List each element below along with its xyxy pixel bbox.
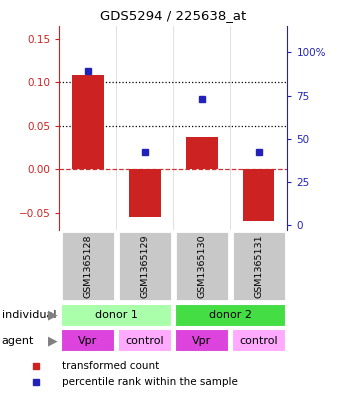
Text: ▶: ▶ xyxy=(48,309,57,322)
Text: percentile rank within the sample: percentile rank within the sample xyxy=(62,377,237,387)
Bar xyxy=(186,137,218,169)
Title: GDS5294 / 225638_at: GDS5294 / 225638_at xyxy=(100,9,246,22)
Bar xyxy=(118,231,172,301)
Bar xyxy=(232,329,286,353)
Text: agent: agent xyxy=(2,336,34,346)
Text: GSM1365129: GSM1365129 xyxy=(140,235,149,298)
Text: ▶: ▶ xyxy=(48,334,57,347)
Bar xyxy=(175,231,228,301)
Bar xyxy=(129,169,160,217)
Text: GSM1365128: GSM1365128 xyxy=(84,235,92,298)
Bar xyxy=(175,329,228,353)
Text: GSM1365131: GSM1365131 xyxy=(254,235,263,298)
Text: donor 2: donor 2 xyxy=(209,310,252,320)
Bar xyxy=(72,75,104,169)
Text: control: control xyxy=(125,336,164,346)
Bar xyxy=(118,329,172,353)
Text: individual: individual xyxy=(2,310,56,320)
Text: Vpr: Vpr xyxy=(78,336,98,346)
Text: GSM1365130: GSM1365130 xyxy=(198,235,206,298)
Text: control: control xyxy=(239,336,278,346)
Bar xyxy=(175,304,286,327)
Bar xyxy=(61,304,172,327)
Text: donor 1: donor 1 xyxy=(95,310,138,320)
Text: transformed count: transformed count xyxy=(62,362,159,371)
Bar xyxy=(243,169,274,221)
Text: Vpr: Vpr xyxy=(192,336,211,346)
Bar xyxy=(232,231,286,301)
Bar xyxy=(61,329,115,353)
Bar xyxy=(61,231,115,301)
